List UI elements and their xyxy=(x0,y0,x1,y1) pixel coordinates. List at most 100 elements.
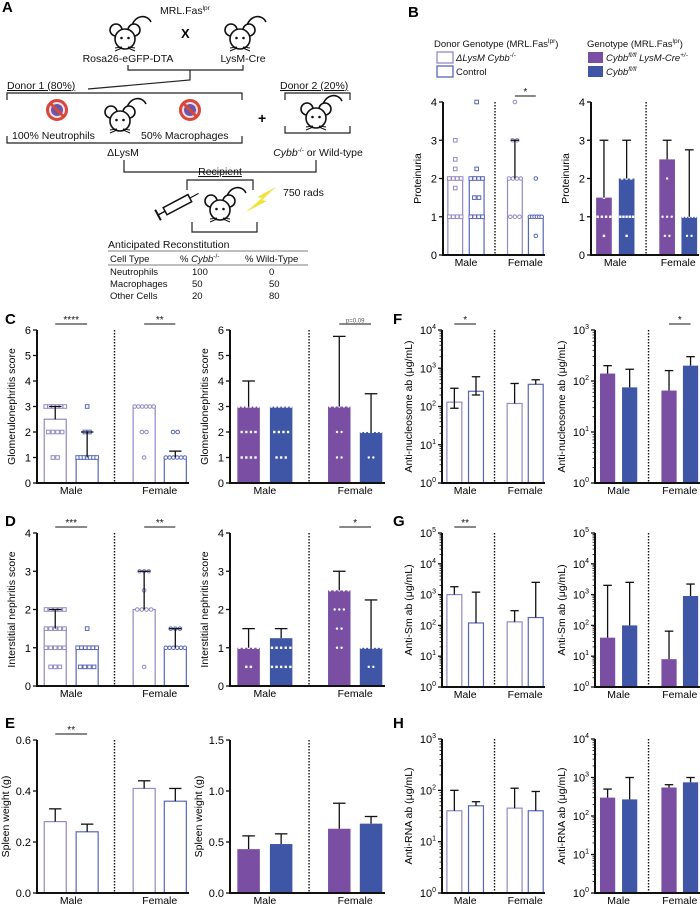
mouse-head xyxy=(305,107,327,129)
data-point xyxy=(247,608,250,611)
mouse-whiskers xyxy=(114,46,136,52)
data-point xyxy=(333,589,336,592)
y-tick-label: 4 xyxy=(25,376,31,388)
bar xyxy=(269,406,293,483)
data-point xyxy=(270,627,274,630)
donor2-genotype-rest: or Wild-type xyxy=(304,147,363,159)
data-point xyxy=(144,429,149,435)
data-point xyxy=(340,456,343,459)
data-point xyxy=(364,430,367,434)
data-point xyxy=(333,608,336,611)
data-point xyxy=(480,214,485,220)
reconstitution-table-title: Anticipated Reconstitution xyxy=(108,239,230,251)
data-point xyxy=(48,645,53,651)
donor2-bracket xyxy=(284,92,351,134)
x-category-label: Female xyxy=(508,257,543,269)
bar xyxy=(75,831,99,894)
tick-base: 10 xyxy=(420,402,432,414)
data-point xyxy=(468,214,474,220)
data-point xyxy=(672,139,675,142)
bar xyxy=(622,799,638,893)
bar xyxy=(163,647,187,687)
legend-item-text: Cybb xyxy=(606,53,628,64)
tick-base: 10 xyxy=(573,773,585,785)
data-point xyxy=(270,405,273,408)
tick-exponent: 4 xyxy=(432,558,436,565)
donor2-label: Donor 2 (20%) xyxy=(280,80,348,92)
data-point xyxy=(245,405,248,408)
data-point xyxy=(668,234,671,238)
data-point xyxy=(284,665,287,669)
bar xyxy=(132,787,156,894)
y-tick-label: 100 xyxy=(420,477,436,490)
data-point xyxy=(379,430,382,434)
data-point xyxy=(659,139,663,142)
tick-base: 10 xyxy=(420,440,432,452)
data-point xyxy=(91,664,97,670)
tick-exponent: 1 xyxy=(432,439,436,446)
chart-c-right: Male Female p=0.09 0 1 2 3 4 5 6 Glomerulonephriti… xyxy=(199,319,385,497)
data-point xyxy=(372,608,375,611)
y-tick-label: 105 xyxy=(420,527,436,540)
data-point xyxy=(452,157,458,162)
data-point xyxy=(94,645,99,651)
bar xyxy=(328,828,351,893)
data-point xyxy=(282,379,285,383)
panel-label-d: D xyxy=(5,513,16,530)
bar xyxy=(622,625,638,687)
radiation-dose-label: 750 rads xyxy=(283,187,324,199)
data-point xyxy=(335,456,339,459)
data-point xyxy=(182,645,188,651)
tick-base: 10 xyxy=(573,620,585,632)
y-tick-label: 0.0 xyxy=(16,888,31,900)
data-point xyxy=(275,646,278,649)
tick-exponent: 2 xyxy=(585,375,589,382)
data-point xyxy=(286,430,290,434)
data-point xyxy=(685,234,689,238)
data-point xyxy=(240,430,243,434)
y-tick-label: 102 xyxy=(573,619,589,632)
y-tick-label: 2 xyxy=(579,174,585,186)
x-category-label: Female xyxy=(508,689,543,701)
y-tick-label: 0 xyxy=(25,681,31,693)
tick-base: 10 xyxy=(420,651,432,663)
data-point xyxy=(139,404,145,409)
data-point xyxy=(279,589,283,592)
tick-base: 10 xyxy=(573,528,585,540)
data-point xyxy=(55,429,60,435)
data-point xyxy=(604,215,608,218)
data-point xyxy=(252,646,255,649)
data-point xyxy=(367,430,371,434)
data-point xyxy=(247,328,250,332)
significance-label: * xyxy=(678,315,682,326)
data-point xyxy=(75,645,80,651)
data-point xyxy=(628,215,632,218)
y-tick-label: 105 xyxy=(573,527,589,540)
data-point xyxy=(681,215,685,218)
data-point xyxy=(691,215,694,218)
data-point xyxy=(447,214,452,220)
data-point xyxy=(274,405,277,408)
tick-exponent: 4 xyxy=(432,324,436,331)
data-point xyxy=(328,570,332,573)
y-tick-label: 1 xyxy=(431,212,437,224)
no-sign-slash xyxy=(49,102,65,118)
radiation-bolt-icon xyxy=(246,187,276,212)
chart-b-right: Male Female 0 1 2 3 4 Proteinuria xyxy=(560,97,699,269)
legend-title-text: Donor Genotype (MRL.Fas xyxy=(434,39,548,50)
y-tick-label: 101 xyxy=(420,650,436,663)
parent2-label: LysM-Cre xyxy=(220,53,265,65)
y-tick-label: 4 xyxy=(25,528,31,540)
data-point xyxy=(82,645,88,651)
y-tick-label: 0 xyxy=(25,478,31,490)
y-tick-label: 0 xyxy=(218,478,224,490)
data-point xyxy=(622,215,625,218)
y-tick-label: 1 xyxy=(579,212,585,224)
panel-label-h: H xyxy=(393,715,404,732)
y-tick-label: 0.0 xyxy=(209,888,224,900)
data-point xyxy=(347,589,350,592)
y-tick-label: 6 xyxy=(218,325,224,337)
table-cell: Macrophages xyxy=(110,279,168,290)
